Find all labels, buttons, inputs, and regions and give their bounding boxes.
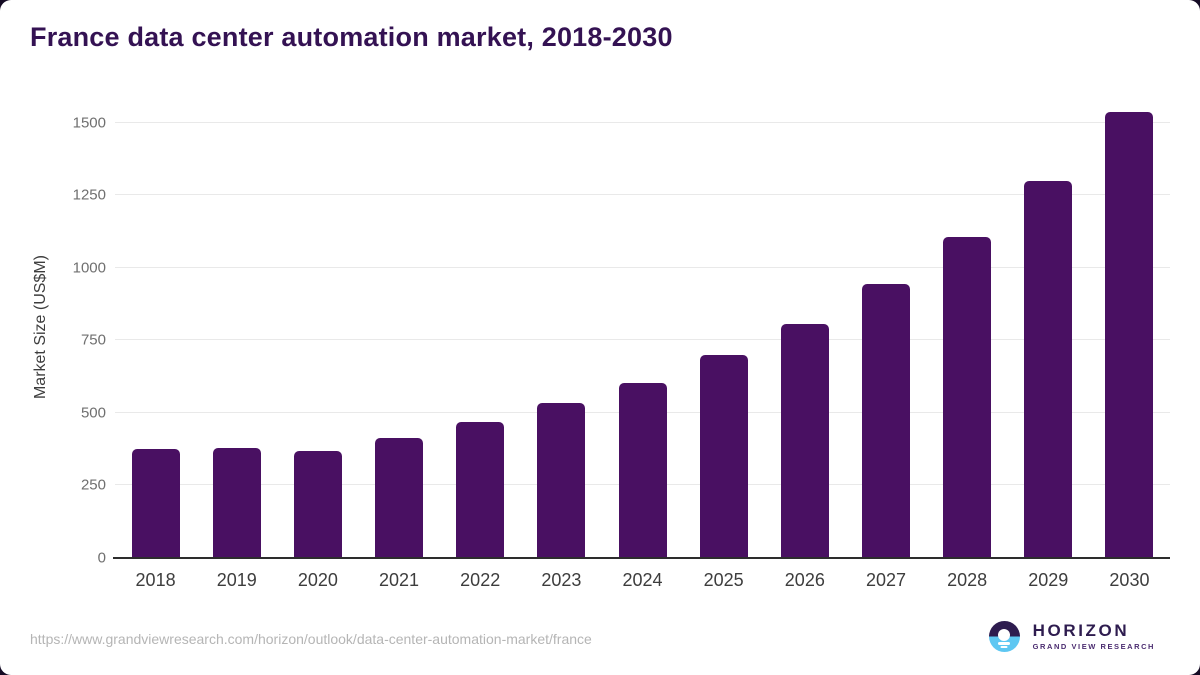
gridline-1250 <box>115 194 1170 196</box>
x-axis-line <box>113 557 1170 559</box>
bar-2023 <box>537 403 586 558</box>
y-axis-title-text: Market Size (US$M) <box>32 254 49 399</box>
x-tick-label-2028: 2028 <box>947 570 988 590</box>
bar-2020 <box>293 451 342 558</box>
bar-2021 <box>375 438 424 558</box>
bar-slot-2021: 2021 <box>358 95 439 590</box>
chart-title: France data center automation market, 20… <box>30 22 673 52</box>
horizon-logo-icon <box>988 621 1020 652</box>
bar-2027 <box>861 284 910 558</box>
source-url: https://www.grandviewresearch.com/horizo… <box>30 631 592 647</box>
bar-slot-2020: 2020 <box>277 95 358 590</box>
gridline-1500 <box>115 121 1170 123</box>
logo-horizon-line-2 <box>1000 646 1008 648</box>
bar-slot-2018: 2018 <box>115 95 196 590</box>
bar-slot-2025: 2025 <box>683 95 764 590</box>
bar-slot-2022: 2022 <box>440 95 521 590</box>
bar-slot-2028: 2028 <box>927 95 1008 590</box>
y-tick-label-750: 750 <box>80 331 106 349</box>
horizon-logo: HORIZON GRAND VIEW RESEARCH <box>988 620 1155 652</box>
y-axis-title: Market Size (US$M) <box>30 95 52 558</box>
y-tick-label-500: 500 <box>80 404 106 422</box>
bar-2025 <box>699 355 748 558</box>
bar-slot-2030: 2030 <box>1089 95 1170 590</box>
x-tick-label-2025: 2025 <box>703 570 744 590</box>
bar-slot-2019: 2019 <box>196 95 277 590</box>
x-tick-label-2021: 2021 <box>379 570 420 590</box>
logo-horizon-line-1 <box>998 642 1011 645</box>
x-tick-label-2030: 2030 <box>1109 570 1150 590</box>
x-tick-label-2024: 2024 <box>622 570 663 590</box>
x-tick-label-2018: 2018 <box>135 570 176 590</box>
y-tick-label-0: 0 <box>97 549 106 567</box>
x-tick-label-2020: 2020 <box>297 570 338 590</box>
bar-2026 <box>780 324 829 558</box>
y-tick-label-1250: 1250 <box>72 186 106 204</box>
bar-chart-plot-area: 0 250 500 750 1000 1250 1500 2018 2019 2020 2021 2… <box>73 95 1170 590</box>
bar-slot-2027: 2027 <box>845 95 926 590</box>
bar-slot-2026: 2026 <box>764 95 845 590</box>
bar-2030 <box>1105 112 1154 558</box>
bar-2022 <box>456 422 505 558</box>
bar-2024 <box>618 383 667 558</box>
bar-slot-2024: 2024 <box>602 95 683 590</box>
x-tick-label-2029: 2029 <box>1028 570 1069 590</box>
gridline-750 <box>115 339 1170 341</box>
logo-text: HORIZON GRAND VIEW RESEARCH <box>1032 620 1155 652</box>
y-tick-label-1500: 1500 <box>72 114 106 132</box>
logo-sun-circle <box>998 628 1011 641</box>
bar-2029 <box>1024 181 1073 558</box>
y-tick-label-1000: 1000 <box>72 259 106 277</box>
bar-2018 <box>131 448 180 558</box>
x-tick-label-2019: 2019 <box>216 570 257 590</box>
x-tick-label-2026: 2026 <box>784 570 825 590</box>
y-tick-label-250: 250 <box>80 476 106 494</box>
bar-slot-2023: 2023 <box>521 95 602 590</box>
bar-slot-2029: 2029 <box>1008 95 1089 590</box>
bars-layer: 2018 2019 2020 2021 2022 2023 2024 2025 2026 2027… <box>115 95 1170 590</box>
x-tick-label-2022: 2022 <box>460 570 501 590</box>
bar-2019 <box>212 448 261 558</box>
bar-2028 <box>943 236 992 558</box>
gridline-1000 <box>115 266 1170 268</box>
logo-brand-name: HORIZON <box>1032 620 1130 640</box>
x-tick-label-2023: 2023 <box>541 570 582 590</box>
logo-subtitle: GRAND VIEW RESEARCH <box>1032 642 1155 652</box>
x-tick-label-2027: 2027 <box>865 570 906 590</box>
